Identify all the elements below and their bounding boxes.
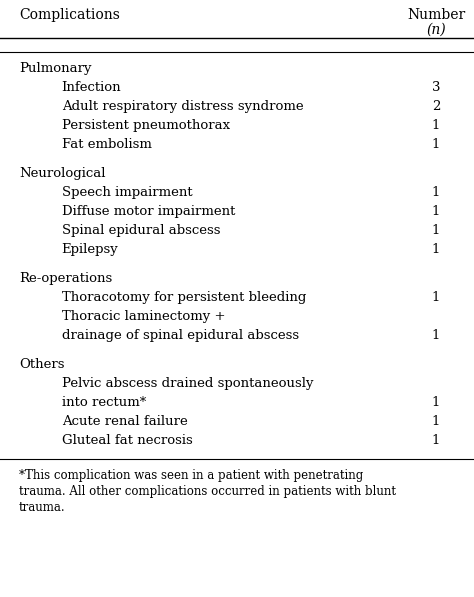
Text: 1: 1 xyxy=(432,119,440,132)
Text: 1: 1 xyxy=(432,329,440,342)
Text: into rectum*: into rectum* xyxy=(62,396,146,409)
Text: trauma. All other complications occurred in patients with blunt: trauma. All other complications occurred… xyxy=(19,485,396,498)
Text: Infection: Infection xyxy=(62,81,121,94)
Text: Fat embolism: Fat embolism xyxy=(62,138,152,151)
Text: drainage of spinal epidural abscess: drainage of spinal epidural abscess xyxy=(62,329,299,342)
Text: 1: 1 xyxy=(432,138,440,151)
Text: (n): (n) xyxy=(426,23,446,37)
Text: 1: 1 xyxy=(432,205,440,218)
Text: Number: Number xyxy=(407,8,465,22)
Text: Epilepsy: Epilepsy xyxy=(62,243,118,256)
Text: 1: 1 xyxy=(432,224,440,237)
Text: Others: Others xyxy=(19,358,64,371)
Text: 1: 1 xyxy=(432,434,440,447)
Text: Speech impairment: Speech impairment xyxy=(62,186,192,199)
Text: *This complication was seen in a patient with penetrating: *This complication was seen in a patient… xyxy=(19,469,363,482)
Text: Acute renal failure: Acute renal failure xyxy=(62,415,187,428)
Text: 2: 2 xyxy=(432,100,440,113)
Text: Gluteal fat necrosis: Gluteal fat necrosis xyxy=(62,434,192,447)
Text: Re-operations: Re-operations xyxy=(19,272,112,285)
Text: Complications: Complications xyxy=(19,8,120,22)
Text: 3: 3 xyxy=(432,81,440,94)
Text: 1: 1 xyxy=(432,243,440,256)
Text: trauma.: trauma. xyxy=(19,501,65,514)
Text: 1: 1 xyxy=(432,291,440,304)
Text: Persistent pneumothorax: Persistent pneumothorax xyxy=(62,119,230,132)
Text: Spinal epidural abscess: Spinal epidural abscess xyxy=(62,224,220,237)
Text: Thoracic laminectomy +: Thoracic laminectomy + xyxy=(62,310,225,323)
Text: Pulmonary: Pulmonary xyxy=(19,62,91,75)
Text: Adult respiratory distress syndrome: Adult respiratory distress syndrome xyxy=(62,100,303,113)
Text: Diffuse motor impairment: Diffuse motor impairment xyxy=(62,205,235,218)
Text: Neurological: Neurological xyxy=(19,167,105,180)
Text: Pelvic abscess drained spontaneously: Pelvic abscess drained spontaneously xyxy=(62,377,313,390)
Text: 1: 1 xyxy=(432,396,440,409)
Text: Thoracotomy for persistent bleeding: Thoracotomy for persistent bleeding xyxy=(62,291,306,304)
Text: 1: 1 xyxy=(432,415,440,428)
Text: 1: 1 xyxy=(432,186,440,199)
